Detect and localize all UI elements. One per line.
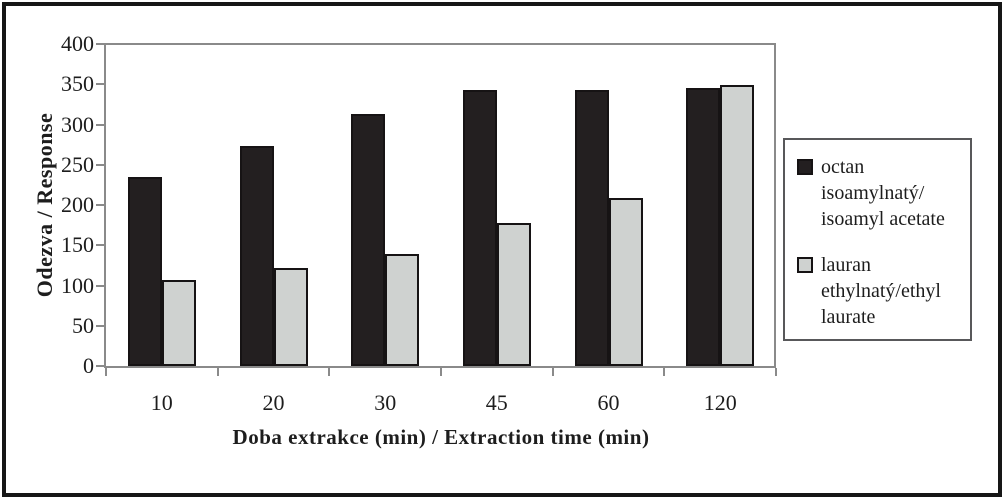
y-tick-label: 100 — [61, 272, 94, 298]
plot-area — [106, 44, 776, 366]
plot-top-line — [104, 43, 776, 45]
legend-swatch-black — [797, 159, 813, 175]
x-axis-title: Doba extrakce (min) / Extraction time (m… — [232, 425, 650, 449]
legend-label-line: laurate — [821, 306, 876, 328]
y-axis-title: Odezva / Response — [32, 112, 57, 298]
y-tick-mark — [96, 204, 104, 206]
legend-item: octan isoamylnatý/isoamyl acetate — [797, 154, 964, 232]
legend-label: octan isoamylnatý/isoamyl acetate — [821, 154, 945, 232]
legend-label-line: octan — [821, 156, 865, 178]
x-tick-mark — [551, 368, 554, 376]
legend-box: octan isoamylnatý/isoamyl acetate lauran et… — [783, 138, 972, 341]
y-tick-label: 150 — [61, 232, 94, 258]
legend-label-line: isoamyl acetate — [821, 208, 945, 230]
y-tick-mark — [96, 365, 104, 367]
y-tick-mark — [96, 244, 104, 247]
plot-right-line — [774, 43, 776, 368]
x-tick-label: 60 — [597, 390, 620, 415]
y-tick-mark — [96, 123, 104, 126]
x-tick-mark — [663, 368, 666, 376]
legend-label: lauran ethylnatý/ethyl laurate — [821, 252, 941, 330]
y-axis-line — [104, 43, 106, 368]
x-tick-mark — [328, 368, 331, 376]
legend-item: lauran ethylnatý/ethyl laurate — [797, 252, 964, 330]
legend-label-line: ethylnatý/ethyl — [821, 280, 941, 302]
bar-s1-120 — [720, 85, 755, 366]
x-tick-mark — [440, 368, 442, 376]
bar-s0-10 — [127, 176, 162, 366]
x-tick-label: 30 — [374, 390, 397, 415]
y-tick-label: 50 — [72, 312, 94, 338]
y-tick-mark — [96, 163, 104, 166]
y-tick-label: 400 — [61, 31, 94, 56]
bar-s1-45 — [496, 222, 531, 366]
y-tick-label: 250 — [61, 151, 94, 177]
x-tick-label: 20 — [262, 390, 285, 415]
bar-s0-20 — [239, 146, 274, 366]
bar-s0-60 — [574, 89, 609, 366]
x-axis-line — [104, 366, 776, 368]
legend-label-line: isoamylnatý/ — [821, 182, 925, 204]
legend-label-line: lauran — [821, 254, 871, 276]
x-tick-mark — [775, 368, 777, 376]
x-tick-mark — [216, 368, 219, 376]
x-tick-label: 45 — [485, 390, 508, 415]
bar-s1-10 — [161, 279, 196, 366]
y-tick-mark — [96, 324, 104, 327]
x-tick-mark — [105, 368, 107, 376]
bar-s0-30 — [351, 114, 386, 366]
x-tick-label: 120 — [703, 390, 737, 415]
bar-s1-20 — [273, 267, 308, 366]
bar-s1-60 — [608, 197, 643, 366]
bar-s1-30 — [385, 254, 420, 366]
y-tick-mark — [96, 284, 104, 287]
x-tick-label: 10 — [150, 390, 173, 415]
y-tick-label: 200 — [61, 192, 94, 217]
legend-swatch-gray — [797, 257, 813, 273]
bar-s0-45 — [462, 89, 497, 366]
y-tick-mark — [96, 43, 104, 45]
y-tick-label: 0 — [83, 353, 94, 378]
y-tick-mark — [96, 83, 104, 86]
y-tick-label: 350 — [61, 71, 94, 97]
bar-s0-120 — [686, 88, 721, 366]
y-tick-label: 300 — [61, 111, 94, 137]
